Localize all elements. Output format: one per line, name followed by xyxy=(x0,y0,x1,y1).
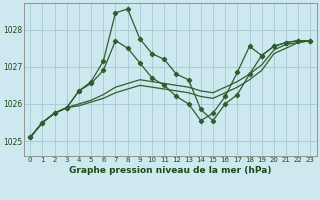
X-axis label: Graphe pression niveau de la mer (hPa): Graphe pression niveau de la mer (hPa) xyxy=(69,166,272,175)
